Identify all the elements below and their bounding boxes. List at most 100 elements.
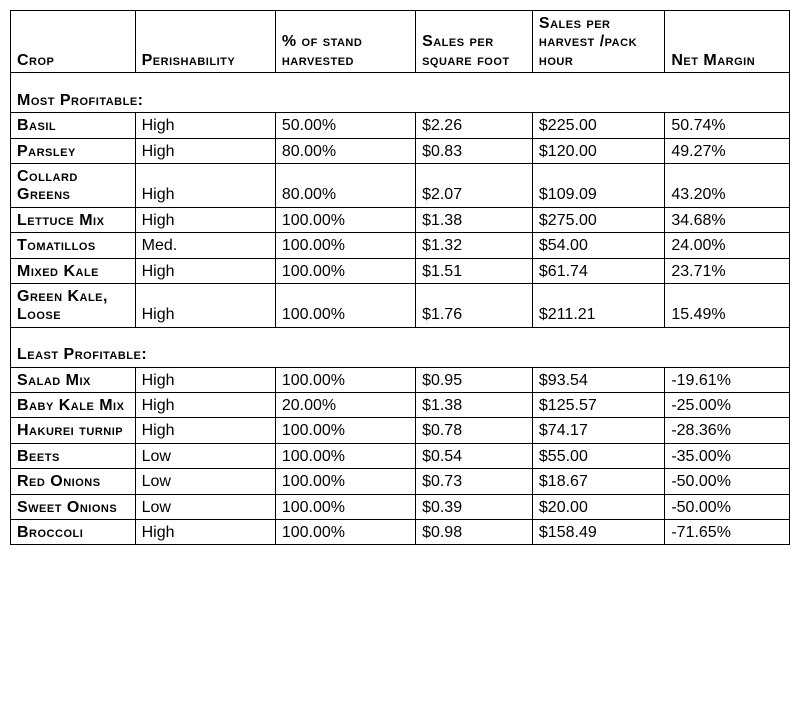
cell-pct: 20.00%: [275, 393, 415, 418]
cell-sqft: $0.54: [416, 443, 533, 468]
cell-crop: Salad Mix: [11, 367, 136, 392]
cell-perish: High: [135, 138, 275, 163]
cell-pct: 100.00%: [275, 443, 415, 468]
table-row: Salad MixHigh100.00%$0.95$93.54-19.61%: [11, 367, 790, 392]
cell-sqft: $0.98: [416, 520, 533, 545]
cell-sqft: $0.73: [416, 469, 533, 494]
cell-crop: Red Onions: [11, 469, 136, 494]
cell-pct: 100.00%: [275, 520, 415, 545]
cell-sqft: $0.39: [416, 494, 533, 519]
table-row: TomatillosMed.100.00%$1.32$54.0024.00%: [11, 233, 790, 258]
cell-margin: 15.49%: [665, 283, 790, 327]
header-perish: Perishability: [135, 11, 275, 73]
crop-profitability-table: CropPerishability% of stand harvestedSal…: [10, 10, 790, 545]
cell-crop: Tomatillos: [11, 233, 136, 258]
cell-crop: Basil: [11, 113, 136, 138]
cell-hour: $93.54: [532, 367, 664, 392]
cell-perish: High: [135, 393, 275, 418]
cell-hour: $20.00: [532, 494, 664, 519]
header-row: CropPerishability% of stand harvestedSal…: [11, 11, 790, 73]
cell-perish: High: [135, 113, 275, 138]
cell-perish: High: [135, 258, 275, 283]
cell-perish: Med.: [135, 233, 275, 258]
cell-crop: Broccoli: [11, 520, 136, 545]
cell-hour: $74.17: [532, 418, 664, 443]
cell-pct: 100.00%: [275, 469, 415, 494]
header-hour: Sales per harvest /pack hour: [532, 11, 664, 73]
cell-sqft: $1.32: [416, 233, 533, 258]
cell-hour: $18.67: [532, 469, 664, 494]
cell-hour: $211.21: [532, 283, 664, 327]
cell-perish: High: [135, 207, 275, 232]
cell-margin: 23.71%: [665, 258, 790, 283]
cell-crop: Collard Greens: [11, 163, 136, 207]
table-row: Sweet OnionsLow100.00%$0.39$20.00-50.00%: [11, 494, 790, 519]
section-title-row: Most Profitable:: [11, 73, 790, 113]
cell-margin: 34.68%: [665, 207, 790, 232]
cell-pct: 100.00%: [275, 367, 415, 392]
table-header: CropPerishability% of stand harvestedSal…: [11, 11, 790, 73]
cell-perish: High: [135, 283, 275, 327]
table-row: Green Kale, LooseHigh100.00%$1.76$211.21…: [11, 283, 790, 327]
cell-crop: Sweet Onions: [11, 494, 136, 519]
table-row: BroccoliHigh100.00%$0.98$158.49-71.65%: [11, 520, 790, 545]
cell-sqft: $0.95: [416, 367, 533, 392]
cell-perish: Low: [135, 494, 275, 519]
cell-crop: Hakurei turnip: [11, 418, 136, 443]
cell-pct: 100.00%: [275, 283, 415, 327]
table-row: ParsleyHigh80.00%$0.83$120.0049.27%: [11, 138, 790, 163]
header-margin: Net Margin: [665, 11, 790, 73]
cell-margin: -19.61%: [665, 367, 790, 392]
cell-hour: $55.00: [532, 443, 664, 468]
cell-hour: $275.00: [532, 207, 664, 232]
cell-sqft: $1.38: [416, 393, 533, 418]
cell-margin: 49.27%: [665, 138, 790, 163]
cell-hour: $54.00: [532, 233, 664, 258]
cell-margin: -35.00%: [665, 443, 790, 468]
cell-pct: 100.00%: [275, 418, 415, 443]
table-row: BasilHigh50.00%$2.26$225.0050.74%: [11, 113, 790, 138]
cell-perish: High: [135, 520, 275, 545]
cell-perish: High: [135, 163, 275, 207]
table-row: Hakurei turnipHigh100.00%$0.78$74.17-28.…: [11, 418, 790, 443]
cell-crop: Parsley: [11, 138, 136, 163]
cell-pct: 100.00%: [275, 258, 415, 283]
cell-hour: $125.57: [532, 393, 664, 418]
cell-pct: 100.00%: [275, 494, 415, 519]
table-row: Lettuce MixHigh100.00%$1.38$275.0034.68%: [11, 207, 790, 232]
cell-margin: -71.65%: [665, 520, 790, 545]
header-sqft: Sales per square foot: [416, 11, 533, 73]
cell-hour: $109.09: [532, 163, 664, 207]
cell-crop: Mixed Kale: [11, 258, 136, 283]
cell-hour: $120.00: [532, 138, 664, 163]
cell-sqft: $1.76: [416, 283, 533, 327]
cell-pct: 80.00%: [275, 163, 415, 207]
cell-sqft: $1.38: [416, 207, 533, 232]
cell-sqft: $0.83: [416, 138, 533, 163]
header-pct: % of stand harvested: [275, 11, 415, 73]
table-row: Mixed KaleHigh100.00%$1.51$61.7423.71%: [11, 258, 790, 283]
cell-margin: -28.36%: [665, 418, 790, 443]
cell-perish: High: [135, 418, 275, 443]
cell-crop: Beets: [11, 443, 136, 468]
table-row: Collard GreensHigh80.00%$2.07$109.0943.2…: [11, 163, 790, 207]
cell-margin: -50.00%: [665, 494, 790, 519]
cell-crop: Green Kale, Loose: [11, 283, 136, 327]
cell-margin: 43.20%: [665, 163, 790, 207]
cell-margin: -25.00%: [665, 393, 790, 418]
section-title: Most Profitable:: [11, 73, 790, 113]
cell-sqft: $0.78: [416, 418, 533, 443]
cell-pct: 50.00%: [275, 113, 415, 138]
cell-crop: Lettuce Mix: [11, 207, 136, 232]
section-title-row: Least Profitable:: [11, 327, 790, 367]
cell-perish: Low: [135, 443, 275, 468]
table-row: Red OnionsLow100.00%$0.73$18.67-50.00%: [11, 469, 790, 494]
cell-perish: Low: [135, 469, 275, 494]
cell-pct: 100.00%: [275, 233, 415, 258]
section-title: Least Profitable:: [11, 327, 790, 367]
table-row: Baby Kale MixHigh20.00%$1.38$125.57-25.0…: [11, 393, 790, 418]
cell-crop: Baby Kale Mix: [11, 393, 136, 418]
cell-perish: High: [135, 367, 275, 392]
cell-margin: -50.00%: [665, 469, 790, 494]
cell-pct: 80.00%: [275, 138, 415, 163]
